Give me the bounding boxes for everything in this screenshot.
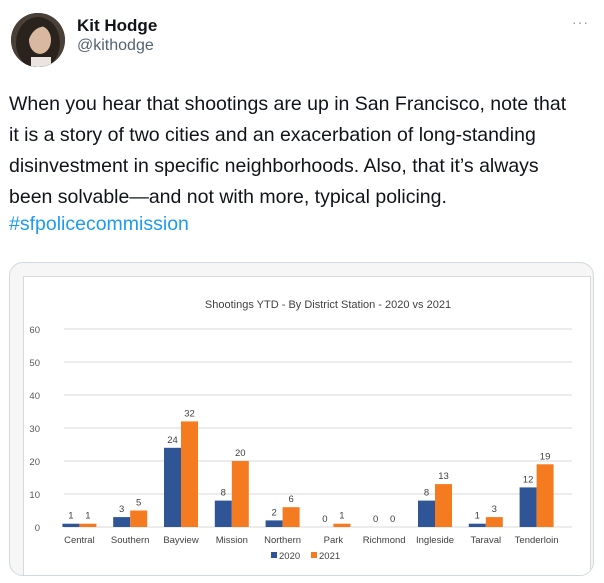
data-label: 1 [475,511,480,522]
y-tick-label: 20 [29,457,40,468]
y-tick-label: 0 [35,523,40,534]
tweet-text: When you hear that shootings are up in S… [9,89,584,213]
legend-label: 2020 [279,551,300,562]
ellipsis-icon[interactable]: ··· [572,14,589,30]
x-tick-label: Mission [216,535,248,546]
y-tick-label: 30 [29,424,40,435]
bar-2020 [214,500,232,527]
bar-2021 [485,517,503,527]
x-tick-label: Southern [111,535,150,546]
x-tick-label: Tenderloin [515,535,559,546]
x-tick-label: Richmond [363,535,406,546]
chart-image: Shootings YTD - By District Station - 20… [23,276,591,575]
data-label: 8 [424,488,429,499]
bar-2021 [536,464,554,527]
data-label: 0 [322,514,327,525]
profile-photo-icon [11,13,65,67]
x-tick-label: Ingleside [416,535,454,546]
x-tick-label: Park [324,535,344,546]
bar-2020 [62,523,80,527]
bar-2020 [164,447,181,527]
data-label: 12 [523,474,534,485]
bar-2020 [468,523,486,527]
tweet-text-line: When you hear that shootings are up in S… [9,93,567,115]
bar-2021 [79,523,97,527]
data-label: 0 [373,514,378,525]
data-label: 19 [540,451,551,462]
data-label: 3 [492,504,497,515]
data-label: 2 [271,507,276,518]
data-label: 5 [136,498,141,509]
data-label: 3 [119,504,124,515]
hashtag-link[interactable]: #sfpolicecommission [9,213,189,235]
data-label: 20 [235,448,246,459]
legend-swatch [271,552,277,558]
data-label: 1 [339,511,344,522]
bar-2021 [333,523,351,527]
y-tick-label: 10 [29,490,40,501]
bar-2021 [282,507,300,527]
y-tick-label: 50 [29,358,40,369]
bar-chart: Shootings YTD - By District Station - 20… [29,299,572,562]
bar-2021 [130,510,148,527]
tweet-text-line: it is a story of two cities and an exace… [9,124,536,146]
tweet-text-line: disinvestment in specific neighborhoods.… [9,155,539,177]
x-tick-label: Central [64,535,95,546]
x-tick-label: Taraval [470,535,501,546]
author-name[interactable]: Kit Hodge [77,16,158,35]
bar-2020 [519,487,537,527]
y-tick-label: 60 [29,325,40,336]
data-label: 1 [85,511,90,522]
legend-swatch [311,552,317,558]
x-tick-label: Bayview [163,535,199,546]
media-card[interactable]: Shootings YTD - By District Station - 20… [9,262,594,576]
legend-label: 2021 [319,551,340,562]
bar-2020 [265,520,283,527]
bar-2020 [418,500,435,527]
y-tick-label: 40 [29,391,40,402]
data-label: 1 [68,511,73,522]
bar-2020 [113,517,131,527]
data-label: 13 [438,471,449,482]
data-label: 0 [390,514,395,525]
data-label: 8 [221,488,226,499]
data-label: 24 [167,435,178,446]
bar-2021 [231,461,249,527]
chart-title: Shootings YTD - By District Station - 20… [205,299,451,311]
bar-2021 [435,484,452,527]
avatar[interactable] [11,13,65,67]
data-label: 32 [184,408,195,419]
bar-2021 [181,421,198,527]
data-label: 6 [288,494,293,505]
tweet-text-line: been solvable—and not with more, typical… [9,186,447,208]
author-handle[interactable]: @kithodge [77,37,154,54]
x-tick-label: Northern [264,535,301,546]
